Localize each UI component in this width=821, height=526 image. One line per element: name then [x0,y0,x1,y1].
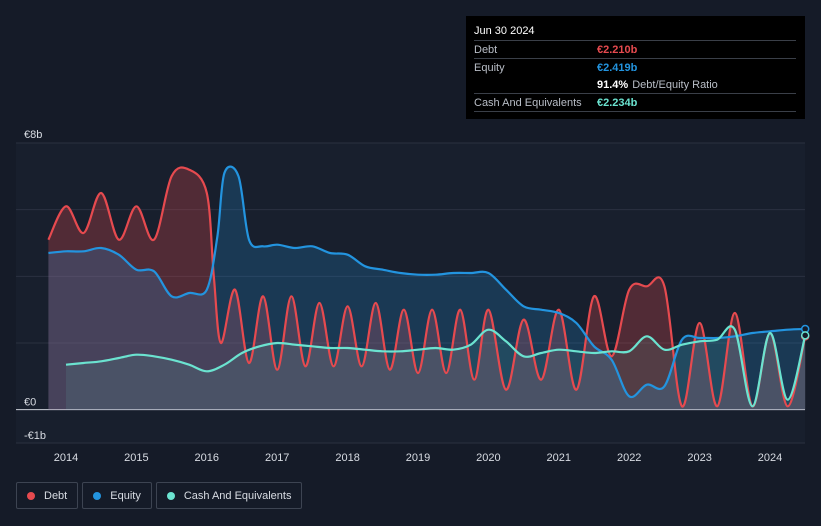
area-equity [48,166,806,410]
axes: €8b €0 -€1b 2014 2015 2016 2017 2018 2019 2020 202… [24,129,782,464]
tooltip-equity-value: €2.419b [597,61,638,74]
line-cash [65,325,807,408]
tooltip-debt-label: Debt [474,43,498,56]
tooltip-cash-row: Cash And Equivalents €2.234b [474,93,796,112]
tooltip-equity-label: Equity [474,61,505,74]
legend-item-cash[interactable]: Cash And Equivalents [155,482,303,509]
tooltip-cash-label: Cash And Equivalents [474,96,582,109]
legend-item-equity[interactable]: Equity [82,482,152,509]
tooltip-ratio-row: 91.4% Debt/Equity Ratio [474,76,796,93]
y-tick-label: €0 [24,397,36,409]
x-tick-label: 2024 [758,452,782,464]
series-lines [47,165,810,408]
x-tick-label: 2015 [124,452,148,464]
tooltip-panel: Jun 30 2024 Debt €2.210b Equity €2.419b … [466,16,805,119]
x-tick-label: 2021 [547,452,571,464]
legend-debt-label: Debt [44,489,68,502]
area-cash [66,326,806,410]
tooltip-ratio-label: Debt/Equity Ratio [632,78,718,91]
end-marker-cash [800,331,810,340]
legend: Debt Equity Cash And Equivalents [16,482,306,509]
debt-dot-icon [27,491,35,500]
tooltip-ratio-value: 91.4% [597,78,629,91]
tooltip-date: Jun 30 2024 [474,25,535,37]
x-tick-label: 2019 [406,452,430,464]
legend-item-debt[interactable]: Debt [16,482,79,509]
tooltip-equity-row: Equity €2.419b [474,58,796,76]
x-tick-label: 2016 [195,452,219,464]
x-tick-label: 2022 [617,452,641,464]
tooltip-debt-value: €2.210b [597,43,638,56]
legend-cash-label: Cash And Equivalents [183,489,292,502]
line-equity [48,165,806,399]
line-debt [47,166,807,408]
y-tick-label: -€1b [24,430,46,442]
cash-dot-icon [166,491,175,500]
equity-dot-icon [93,491,102,500]
x-tick-label: 2023 [687,452,711,464]
legend-equity-label: Equity [110,489,141,502]
x-tick-label: 2014 [54,452,78,464]
x-tick-label: 2017 [265,452,289,464]
y-tick-label: €8b [24,129,42,141]
x-tick-label: 2020 [476,452,500,464]
x-tick-label: 2018 [335,452,359,464]
tooltip-cash-value: €2.234b [597,96,638,109]
tooltip-debt-row: Debt €2.210b [474,40,796,58]
plot-background [16,143,805,443]
gridlines [16,142,805,444]
